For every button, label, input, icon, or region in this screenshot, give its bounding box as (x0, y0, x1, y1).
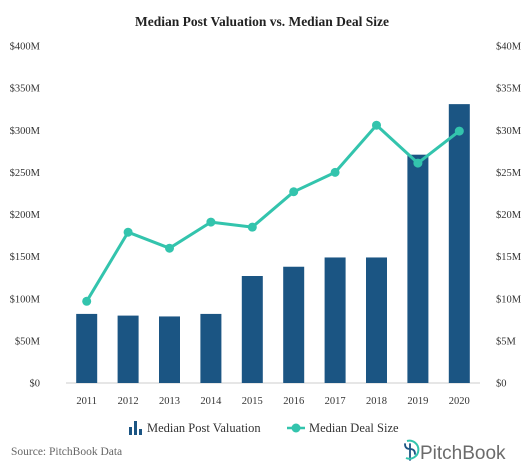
legend: Median Post Valuation Median Deal Size (129, 421, 399, 435)
y-right-tick-label: $25M (496, 168, 522, 179)
line-marker-icon (287, 423, 305, 433)
x-tick-label: 2012 (118, 396, 139, 407)
x-tick-label: 2016 (283, 396, 304, 407)
bar (200, 313, 222, 383)
x-axis: 2011 2012 2013 2014 2015 2016 2017 2018 2019 2020 (76, 396, 469, 407)
line-point (454, 126, 464, 136)
y-left-tick-label: $400M (10, 42, 41, 53)
line-point (289, 187, 299, 197)
brand-name: PitchBook (420, 443, 506, 464)
y-right-tick-label: $35M (496, 84, 522, 95)
y-left-tick-label: $100M (10, 294, 41, 305)
bar (366, 257, 387, 383)
line-point (413, 158, 423, 168)
line-point (165, 243, 174, 253)
y-left-tick-label: $150M (10, 252, 41, 263)
bar (283, 266, 305, 383)
line-point (206, 217, 216, 227)
bar (241, 276, 263, 383)
legend-line-label: Median Deal Size (309, 421, 399, 435)
bar (448, 104, 470, 383)
y-left-tick-label: $250M (10, 168, 41, 179)
y-right-tick-label: $10M (496, 294, 522, 305)
x-tick-label: 2011 (76, 396, 97, 407)
line-point (330, 167, 340, 177)
y-left-tick-label: $200M (10, 210, 41, 221)
line-point (82, 296, 92, 306)
line-series (82, 120, 464, 306)
line-point (247, 222, 257, 232)
pitchbook-logo-icon (404, 439, 420, 461)
bar (159, 316, 180, 383)
y-left-tick-label: $350M (10, 84, 41, 95)
line-point (372, 120, 381, 130)
y-right-tick-label: $30M (496, 126, 522, 137)
bar-series (76, 104, 470, 383)
y-right-tick-label: $5M (496, 336, 517, 347)
bar (407, 154, 429, 383)
y-left-tick-label: $50M (15, 336, 41, 347)
left-axis: $0 $50M $100M $150M $200M $250M $300M $350M $400… (10, 42, 41, 390)
x-tick-label: 2015 (242, 396, 263, 407)
y-left-tick-label: $300M (10, 126, 41, 137)
x-tick-label: 2019 (407, 396, 428, 407)
bar (117, 315, 139, 383)
bar (76, 313, 98, 383)
bar (324, 257, 346, 383)
x-tick-label: 2014 (200, 396, 222, 407)
legend-bar-label: Median Post Valuation (147, 421, 261, 435)
y-left-tick-label: $0 (30, 379, 41, 390)
y-right-tick-label: $0 (496, 379, 507, 390)
x-tick-label: 2020 (449, 396, 470, 407)
chart-title: Median Post Valuation vs. Median Deal Si… (135, 14, 389, 29)
bar-chart-icon (129, 421, 142, 435)
x-tick-label: 2013 (159, 396, 180, 407)
line-point (123, 227, 133, 237)
right-axis: $0 $5M $10M $15M $20M $25M $30M $35M $40M (496, 42, 522, 390)
source-note: Source: PitchBook Data (11, 446, 122, 458)
y-right-tick-label: $40M (496, 42, 522, 53)
y-right-tick-label: $15M (496, 252, 522, 263)
x-tick-label: 2017 (325, 396, 346, 407)
y-right-tick-label: $20M (496, 210, 522, 221)
series-line (85, 123, 461, 303)
x-tick-label: 2018 (366, 396, 387, 407)
